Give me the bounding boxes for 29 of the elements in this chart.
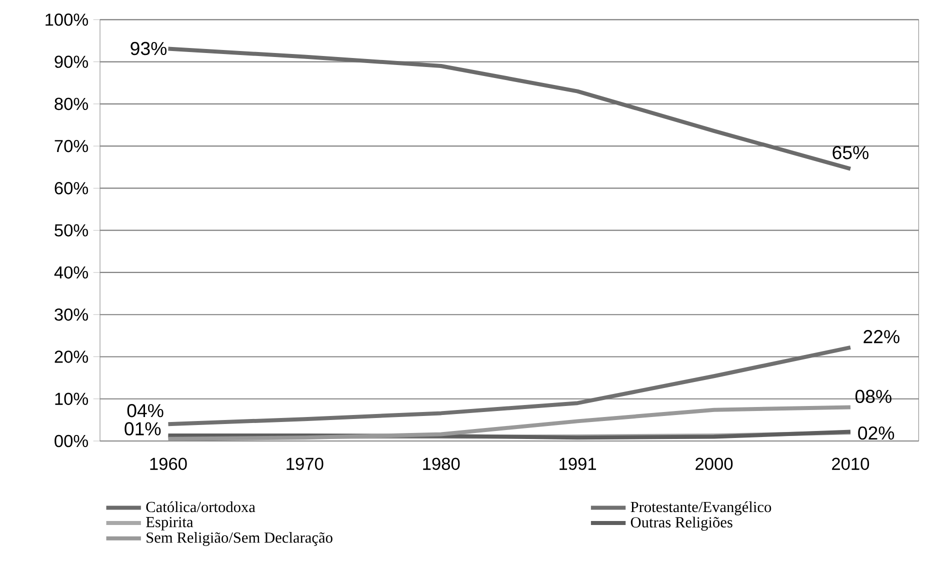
annotation: 01% [124, 422, 161, 436]
annotation: 65% [832, 146, 868, 160]
annotation: 08% [855, 390, 892, 404]
y-tick-label: 80% [54, 98, 88, 110]
annotation: 04% [127, 404, 164, 418]
y-tick-label: 30% [54, 308, 88, 321]
y-tick-label: 60% [54, 182, 88, 194]
y-tick-label: 40% [54, 266, 88, 279]
y-tick-label: 50% [54, 224, 88, 236]
x-tick-label: 1970 [286, 458, 324, 470]
legend-label: Protestante/Evangélico [630, 501, 772, 516]
y-tick-label: 70% [54, 140, 88, 152]
x-tick-label: 2000 [696, 458, 733, 470]
legend-label: Sem Religião/Sem Declaração [146, 532, 332, 546]
y-tick-label: 100% [46, 14, 88, 26]
annotation: 22% [864, 330, 900, 344]
y-tick-label: 10% [55, 392, 88, 405]
legend-label: Católica/ortodoxa [146, 501, 256, 512]
x-tick-label: 1960 [150, 458, 187, 470]
legend-label: Espirita [146, 516, 194, 530]
annotation: 93% [130, 42, 167, 56]
x-tick-label: 1980 [423, 458, 460, 470]
y-tick-label: 20% [54, 350, 88, 363]
legend-label: Outras Religiões [630, 516, 732, 531]
y-tick-label: 00% [54, 434, 88, 448]
y-tick-label: 90% [54, 56, 88, 68]
x-tick-label: 1991 [560, 458, 596, 470]
x-tick-label: 2010 [832, 458, 870, 470]
annotation: 02% [858, 426, 894, 440]
